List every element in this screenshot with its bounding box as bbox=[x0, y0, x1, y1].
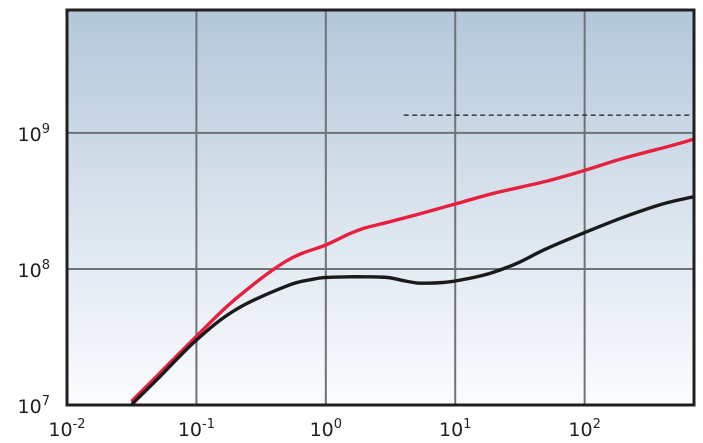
y-tick-label: 108 bbox=[18, 258, 50, 282]
x-tick-label: 102 bbox=[568, 417, 600, 441]
plot-background bbox=[67, 10, 694, 405]
series-line-1 bbox=[130, 137, 694, 403]
x-tick-label: 10-2 bbox=[48, 417, 85, 441]
series-group bbox=[130, 114, 694, 405]
x-tick-label: 101 bbox=[439, 417, 471, 441]
x-tick-labels: 10-2 10-1 100 101 102 bbox=[48, 417, 600, 441]
series-line-2 bbox=[130, 194, 694, 405]
x-tick-label: 100 bbox=[310, 417, 342, 441]
y-tick-labels: 107 108 109 bbox=[18, 122, 50, 418]
y-tick-label: 107 bbox=[18, 394, 50, 418]
x-tick-label: 10-1 bbox=[178, 417, 215, 441]
y-tick-label: 109 bbox=[18, 122, 50, 146]
plot-frame bbox=[65, 8, 696, 407]
